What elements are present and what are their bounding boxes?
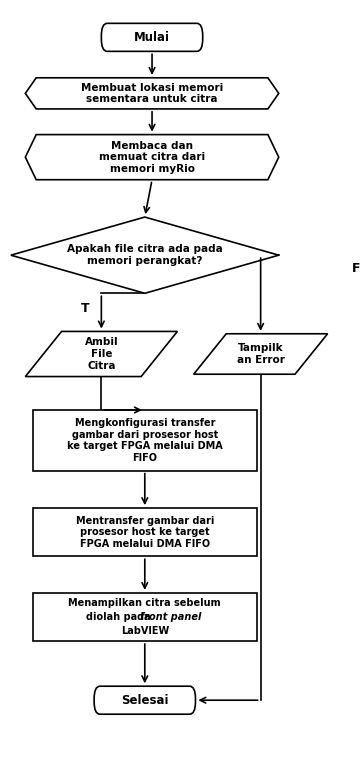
Text: Apakah file citra ada pada
memori perangkat?: Apakah file citra ada pada memori perang… (67, 244, 223, 266)
Text: Membuat lokasi memori
sementara untuk citra: Membuat lokasi memori sementara untuk ci… (81, 82, 223, 104)
Text: Mulai: Mulai (134, 31, 170, 44)
FancyBboxPatch shape (101, 23, 203, 51)
Polygon shape (25, 135, 279, 180)
Text: Mengkonfigurasi transfer
gambar dari prosesor host
ke target FPGA melalui DMA
FI: Mengkonfigurasi transfer gambar dari pro… (67, 418, 223, 463)
Text: Mentransfer gambar dari
prosesor host ke target
FPGA melalui DMA FIFO: Mentransfer gambar dari prosesor host ke… (76, 516, 214, 548)
Polygon shape (194, 334, 328, 374)
Text: Menampilkan citra sebelum: Menampilkan citra sebelum (68, 598, 221, 608)
Bar (33, 410, 257, 471)
FancyBboxPatch shape (94, 686, 195, 714)
Text: front panel: front panel (140, 612, 202, 622)
Text: LabVIEW: LabVIEW (121, 626, 169, 636)
Text: diolah pada: diolah pada (86, 612, 150, 622)
Text: Selesai: Selesai (121, 694, 169, 706)
Text: T: T (81, 302, 89, 314)
Text: Tampilk
an Error: Tampilk an Error (237, 343, 285, 365)
Text: Membaca dan
memuat citra dari
memori myRio: Membaca dan memuat citra dari memori myR… (99, 141, 205, 173)
Text: F: F (352, 262, 361, 275)
Polygon shape (25, 78, 279, 109)
Polygon shape (11, 217, 279, 293)
Polygon shape (25, 331, 177, 377)
Bar (33, 593, 257, 641)
Bar (33, 508, 257, 556)
Text: Ambil
File
Citra: Ambil File Citra (85, 338, 118, 370)
